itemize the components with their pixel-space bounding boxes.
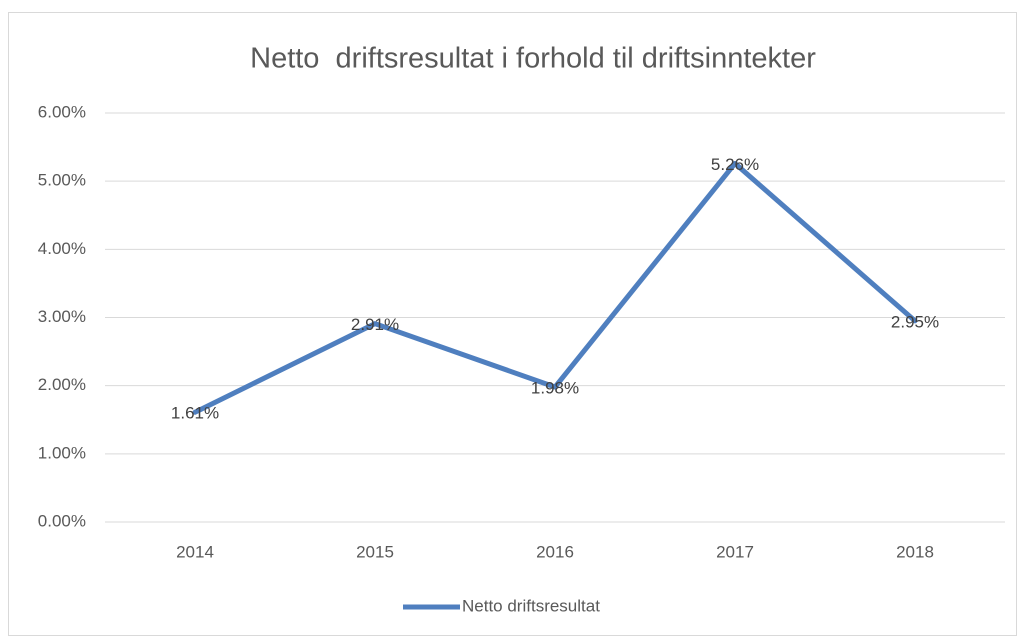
- y-tick-label: 2.00%: [38, 375, 86, 394]
- data-label: 2.95%: [891, 312, 939, 331]
- y-tick-label: 3.00%: [38, 307, 86, 326]
- y-tick-label: 1.00%: [38, 443, 86, 462]
- x-tick-label: 2015: [356, 542, 394, 561]
- series-line: [192, 160, 918, 415]
- x-tick-label: 2017: [716, 542, 754, 561]
- chart-border: [8, 12, 1017, 636]
- y-tick-label: 5.00%: [38, 171, 86, 190]
- y-tick-label: 0.00%: [38, 511, 86, 530]
- data-label: 2.91%: [351, 315, 399, 334]
- x-tick-label: 2016: [536, 542, 574, 561]
- y-tick-label: 6.00%: [38, 102, 86, 121]
- y-tick-label: 4.00%: [38, 239, 86, 258]
- x-tick-label: 2014: [176, 542, 214, 561]
- data-label: 1.61%: [171, 404, 219, 423]
- legend-label: Netto driftsresultat: [462, 596, 600, 615]
- data-label: 1.98%: [531, 379, 579, 398]
- chart-title: Netto driftsresultat i forhold til drift…: [250, 43, 816, 75]
- data-label: 5.26%: [711, 155, 759, 174]
- x-tick-label: 2018: [896, 542, 934, 561]
